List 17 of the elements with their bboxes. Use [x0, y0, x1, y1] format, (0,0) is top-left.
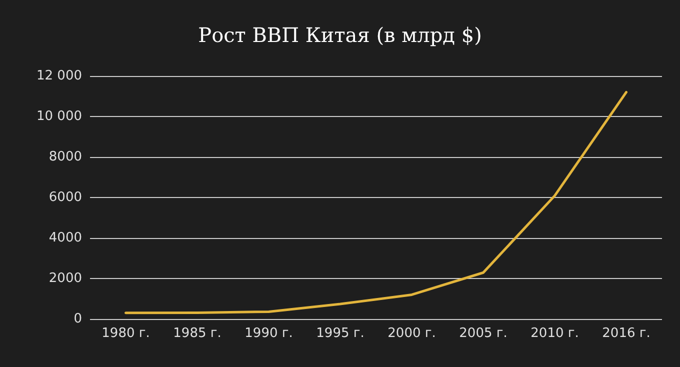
y-tick-label: 8000: [48, 150, 82, 164]
x-tick-label: 1990 г.: [244, 326, 293, 341]
x-tick-label: 1995 г.: [316, 326, 364, 341]
y-tick-label: 4000: [48, 230, 82, 246]
x-tick-label: 2016 г.: [602, 326, 650, 341]
x-tick-label: 2010 г.: [530, 326, 579, 341]
line-series: [124, 90, 628, 314]
x-tick-label: 1980 г.: [102, 326, 150, 341]
y-tick-label: 12 000: [36, 68, 82, 84]
y-tick-label: 2000: [48, 271, 82, 286]
y-tick-label: 0: [74, 312, 82, 326]
chart-title: Рост ВВП Китая (в млрд $): [198, 23, 482, 47]
y-tick-label: 10 000: [36, 109, 82, 124]
x-tick-label: 2005 г.: [459, 326, 508, 341]
x-tick-label: 1985 г.: [173, 326, 222, 341]
y-tick-label: 6000: [48, 190, 82, 205]
x-tick-label: 2000 г.: [388, 326, 436, 341]
